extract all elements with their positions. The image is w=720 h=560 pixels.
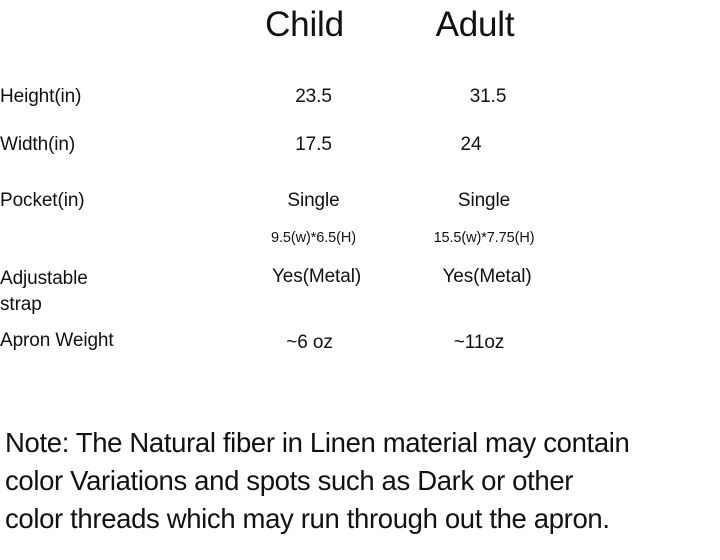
- header-cell-pad: [575, 0, 720, 58]
- cell-pocket-adult: Single 15.5(w)*7.75(H): [405, 180, 575, 262]
- cell-strap-child: Yes(Metal): [271, 266, 362, 287]
- table-row-pocket: Pocket(in) Single 9.5(w)*6.5(H) Single 1…: [0, 180, 720, 262]
- material-note: Note: The Natural fiber in Linen materia…: [5, 424, 717, 538]
- material-note-line-2: color Variations and spots such as Dark …: [5, 465, 574, 496]
- cell-weight-adult: ~11oz: [453, 332, 505, 353]
- cell-width-pad: [575, 126, 720, 180]
- cell-pocket-child-dimensions: 9.5(w)*6.5(H): [271, 230, 356, 246]
- table-row-apron-weight: Apron Weight ~6 oz ~11oz: [0, 328, 720, 370]
- cell-height-child: 23.5: [295, 86, 332, 107]
- cell-width-child: 17.5: [295, 134, 332, 155]
- cell-pocket-pad: [575, 180, 720, 262]
- material-note-line-1: Note: The Natural fiber in Linen materia…: [5, 427, 630, 458]
- header-cell-child: Child: [265, 5, 344, 44]
- row-label-strap-line1: Adjustable: [0, 268, 88, 289]
- size-comparison-table: Child Adult Height(in) 23.5 31.5 Width(i…: [0, 0, 720, 370]
- table-body: Height(in) 23.5 31.5 Width(in) 17.5 24 P…: [0, 58, 720, 370]
- table-header: Child Adult: [0, 0, 720, 58]
- table-row-width: Width(in) 17.5 24: [0, 126, 720, 180]
- cell-weight-child: ~6 oz: [286, 332, 333, 353]
- row-label-strap-line2: strap: [0, 294, 42, 315]
- cell-height-pad: [575, 58, 720, 126]
- header-row: Child Adult: [0, 0, 720, 58]
- cell-strap-pad: [575, 262, 720, 328]
- table-row-adjustable-strap: Adjustable strap Yes(Metal) Yes(Metal): [0, 262, 720, 328]
- cell-pocket-adult-dimensions: 15.5(w)*7.75(H): [433, 230, 535, 246]
- row-label-pocket: Pocket(in): [0, 190, 85, 211]
- row-label-width: Width(in): [0, 134, 76, 155]
- cell-strap-adult: Yes(Metal): [442, 266, 532, 287]
- cell-width-adult: 24: [460, 134, 482, 155]
- cell-weight-pad: [575, 328, 720, 370]
- row-label-strap-wrap: Adjustable strap: [0, 266, 120, 318]
- header-cell-adult: Adult: [435, 5, 515, 44]
- row-label-height: Height(in): [0, 86, 82, 107]
- cell-pocket-child-value: Single: [287, 190, 340, 211]
- row-label-apron-weight: Apron Weight: [0, 330, 114, 351]
- table-row-height: Height(in) 23.5 31.5: [0, 58, 720, 126]
- material-note-line-3: color threads which may run through out …: [5, 503, 610, 534]
- cell-pocket-adult-value: Single: [457, 190, 511, 211]
- header-cell-spec: [0, 0, 240, 58]
- cell-height-adult: 31.5: [469, 86, 507, 107]
- cell-pocket-child: Single 9.5(w)*6.5(H): [240, 180, 405, 262]
- row-label-adjustable-strap: Adjustable strap: [0, 262, 240, 328]
